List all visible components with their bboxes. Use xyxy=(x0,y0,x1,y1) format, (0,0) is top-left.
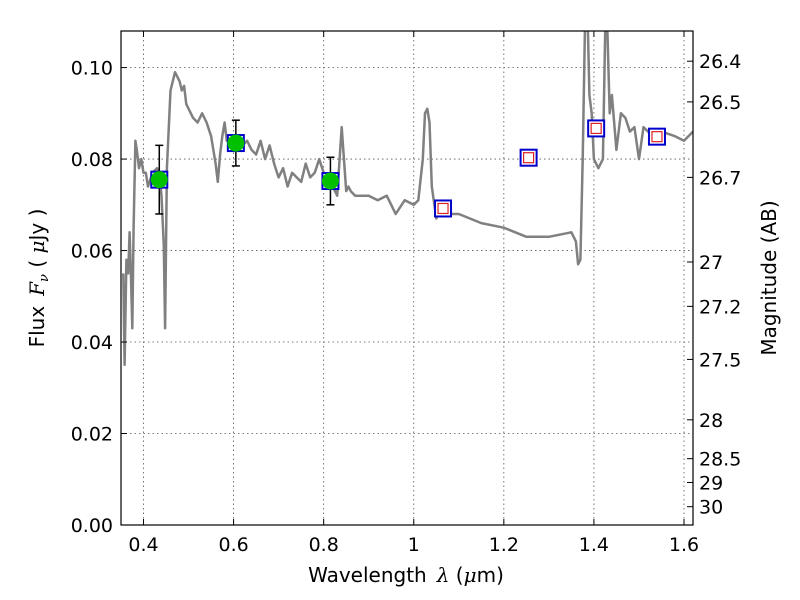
observed-point xyxy=(321,172,339,190)
y-right-tick-label: 30 xyxy=(699,497,723,519)
y-right-tick-label: 27.2 xyxy=(699,296,741,318)
x-tick-label: 1 xyxy=(408,534,420,556)
y-right-tick-label: 26.5 xyxy=(699,92,741,114)
y-right-tick-label: 28.5 xyxy=(699,449,741,471)
model-inner-marker xyxy=(590,122,602,135)
y-axis-label: FluxFν ( μJy ) xyxy=(25,209,52,348)
y-right-tick-label: 26.4 xyxy=(699,51,741,73)
y-right-tick-label: 29 xyxy=(699,472,723,494)
axis-ticks: 0.4 0.6 0.8 1 1.2 1.4 1.6 0.00 0.02 0.04 0.06 0.08 0… xyxy=(71,31,741,556)
observed-point xyxy=(227,134,245,152)
y-right-tick-label: 27 xyxy=(699,252,723,274)
y-tick-label: 0.02 xyxy=(71,424,113,446)
spectrum-line xyxy=(122,31,693,367)
x-tick-label: 1.2 xyxy=(489,534,519,556)
model-inner-marker xyxy=(523,152,535,164)
model-square-marker xyxy=(519,148,538,167)
y-right-tick-label: 27.5 xyxy=(699,349,741,371)
model-square-marker xyxy=(434,199,453,218)
x-tick-label: 0.4 xyxy=(128,534,158,556)
y-tick-label: 0.10 xyxy=(71,58,113,80)
x-tick-label: 0.8 xyxy=(309,534,339,556)
model-inner-marker xyxy=(651,131,663,143)
y-tick-label: 0.06 xyxy=(71,241,113,263)
x-tick-label: 1.6 xyxy=(669,534,699,556)
x-tick-label: 0.6 xyxy=(218,534,248,556)
data-markers xyxy=(150,119,666,218)
y-tick-label: 0.00 xyxy=(71,515,113,537)
y-axis-right-label: Magnitude (AB) xyxy=(757,200,781,355)
model-square-marker xyxy=(647,127,666,146)
model-square-marker xyxy=(587,119,606,138)
y-right-tick-label: 28 xyxy=(699,410,723,432)
plot-frame xyxy=(120,30,694,526)
model-inner-marker xyxy=(437,202,449,215)
y-right-tick-label: 26.7 xyxy=(699,167,741,189)
y-tick-label: 0.08 xyxy=(71,149,113,171)
x-tick-label: 1.4 xyxy=(579,534,609,556)
observed-point xyxy=(150,171,168,189)
x-axis-label: Wavelength λ (μm) xyxy=(308,563,504,587)
y-tick-label: 0.04 xyxy=(71,332,113,354)
